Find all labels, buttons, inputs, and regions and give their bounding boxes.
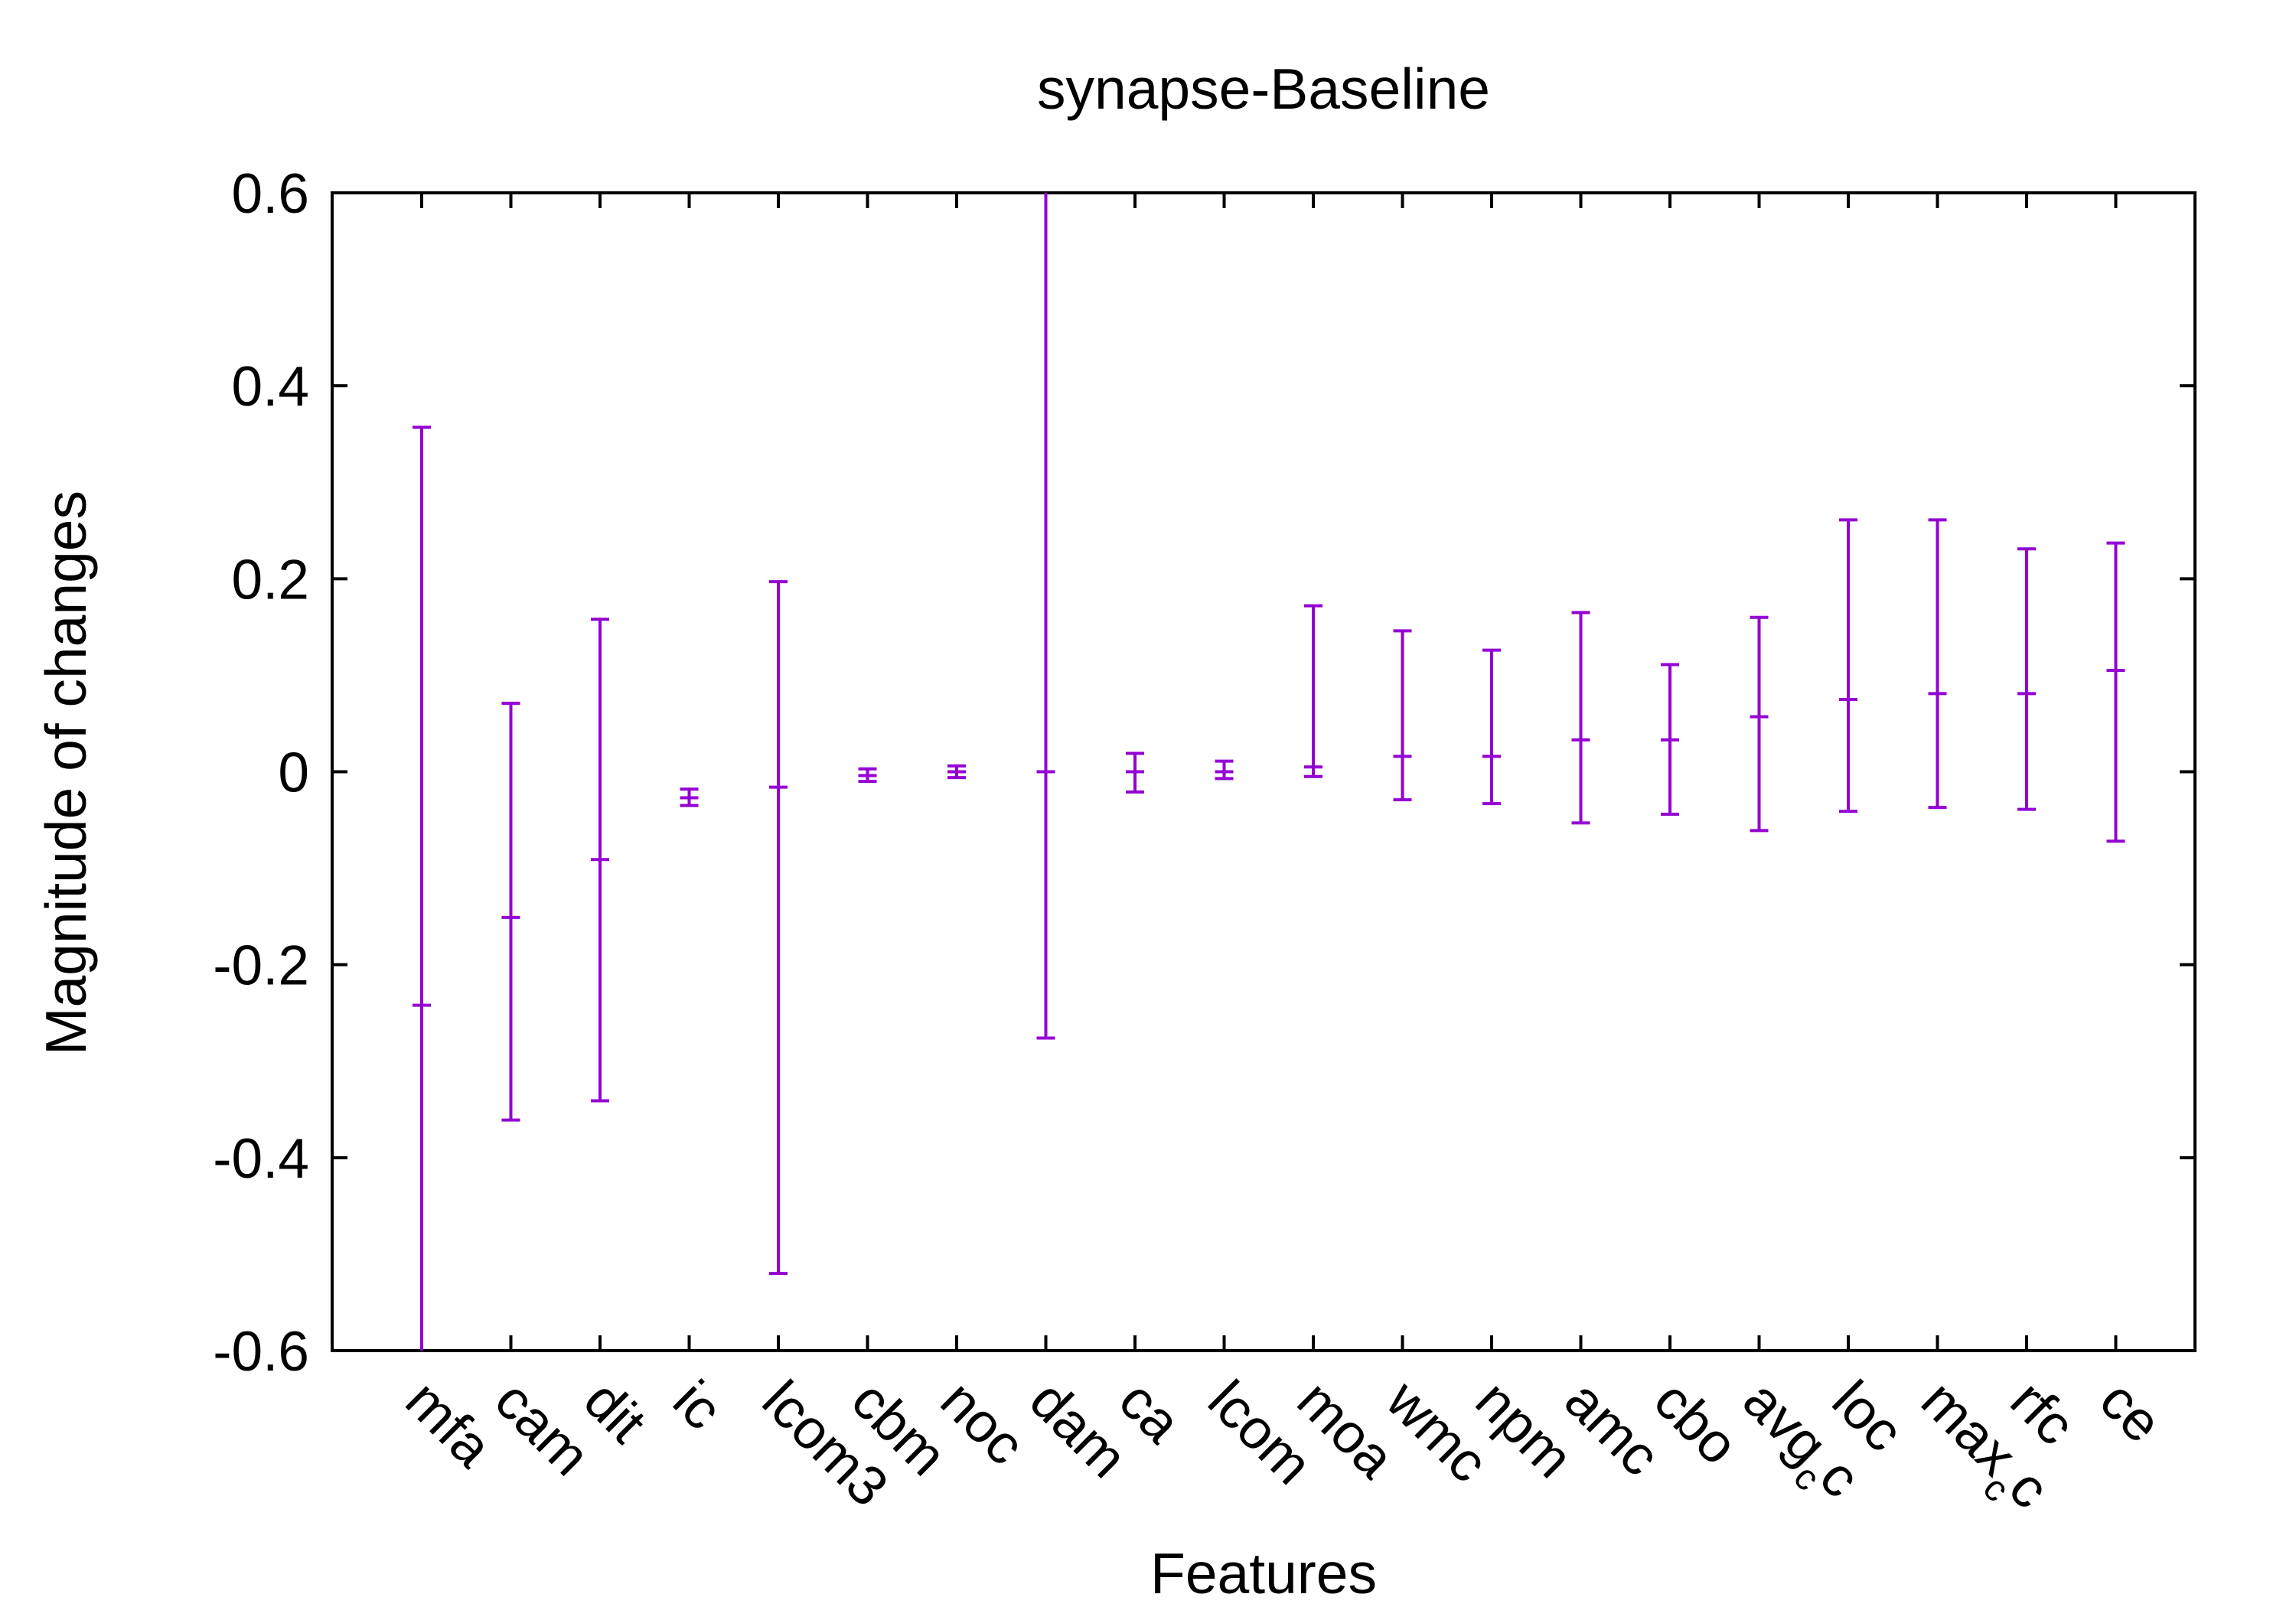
x-tick-label: cbo <box>1642 1369 1750 1477</box>
x-tick-label: cam <box>483 1369 602 1488</box>
y-tick-label: -0.6 <box>213 1321 309 1383</box>
chart-title: synapse-Baseline <box>1037 57 1490 121</box>
x-tick-label: lcom <box>1196 1369 1323 1496</box>
x-tick-label: ic <box>661 1369 734 1442</box>
x-tick-label: loc <box>1821 1369 1915 1463</box>
plot-frame <box>331 191 2197 1352</box>
y-tick-label: -0.4 <box>213 1128 309 1190</box>
x-tick-label: mfa <box>394 1369 504 1479</box>
y-tick-label: -0.2 <box>213 935 309 997</box>
x-tick-label: npm <box>1464 1369 1585 1490</box>
x-tick-label: ce <box>2088 1369 2174 1455</box>
x-tick-label: noc <box>929 1369 1037 1477</box>
y-axis: 0.6 0.4 0.2 0 -0.2 -0.4 -0.6 <box>213 163 2195 1383</box>
y-tick-label: 0.4 <box>232 356 309 418</box>
x-axis-label: Features <box>1150 1541 1377 1605</box>
x-tick-label: wmc <box>1374 1368 1499 1494</box>
x-tick-label: amc <box>1553 1369 1671 1488</box>
y-tick-label: 0.6 <box>232 163 309 225</box>
y-tick-label: 0 <box>278 742 309 804</box>
x-tick-label: dam <box>1018 1369 1139 1490</box>
y-axis-label: Magnitude of changes <box>34 491 98 1055</box>
y-tick-label: 0.2 <box>232 549 309 611</box>
error-bars <box>413 193 2125 1351</box>
